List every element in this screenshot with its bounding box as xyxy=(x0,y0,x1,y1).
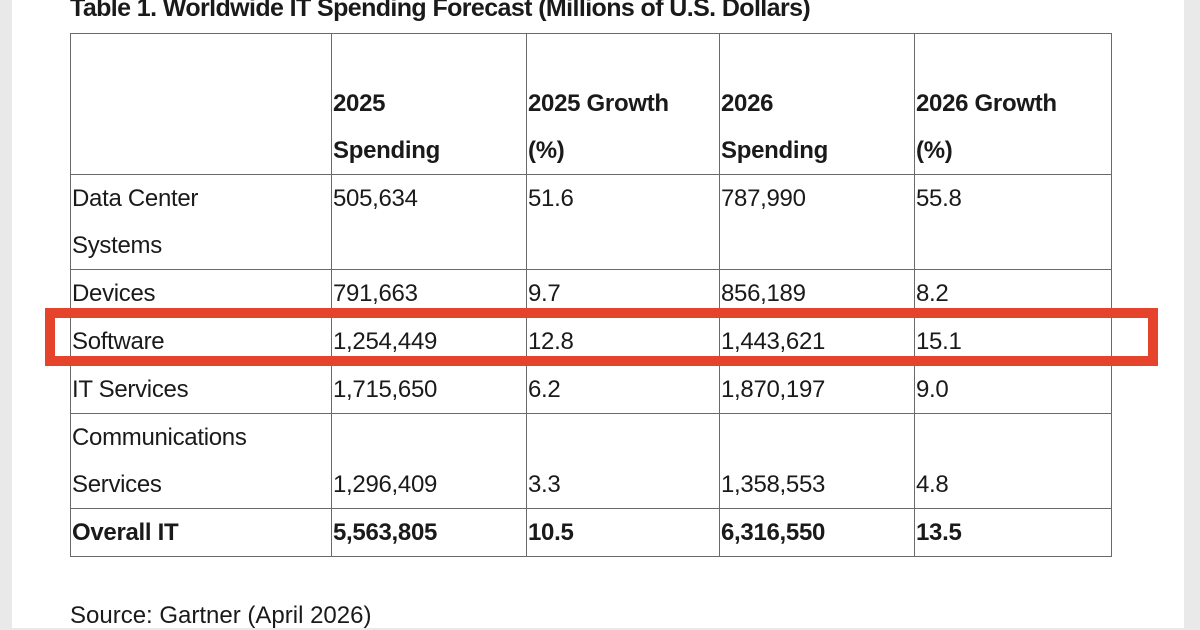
segment-cell: IT Services xyxy=(70,365,332,414)
spend-2026-cell: 6,316,550 xyxy=(719,508,915,557)
growth-2025-cell: 6.2 xyxy=(526,365,720,414)
spend-2025-cell: 505,634 xyxy=(331,174,527,270)
segment-cell: Overall IT xyxy=(70,508,332,557)
growth-2025-cell: 10.5 xyxy=(526,508,720,557)
growth-2026-cell: 13.5 xyxy=(914,508,1112,557)
segment-cell: Data Center Systems xyxy=(70,174,332,270)
table-title: Table 1. Worldwide IT Spending Forecast … xyxy=(70,0,811,22)
table-row: Communications Services 1,296,409 3.3 1,… xyxy=(70,413,1112,509)
document-page: Table 1. Worldwide IT Spending Forecast … xyxy=(12,0,1184,629)
segment-cell: Communications Services xyxy=(70,413,332,509)
table-row: Data Center Systems 505,634 51.6 787,990… xyxy=(70,174,1112,270)
table-row-total: Overall IT 5,563,805 10.5 6,316,550 13.5 xyxy=(70,508,1112,557)
header-2025-growth: 2025 Growth (%) xyxy=(526,33,720,175)
header-row: 2025 Spending 2025 Growth (%) 2026 Spending… xyxy=(70,33,1112,175)
source-note: Source: Gartner (April 2026) xyxy=(70,602,372,629)
table-row: IT Services 1,715,650 6.2 1,870,197 9.0 xyxy=(70,365,1112,414)
spend-2026-cell: 1,358,553 xyxy=(719,413,915,509)
growth-2026-cell: 9.0 xyxy=(914,365,1112,414)
header-2025-spending: 2025 Spending xyxy=(331,33,527,175)
highlight-box xyxy=(45,308,1158,366)
growth-2025-cell: 3.3 xyxy=(526,413,720,509)
growth-2026-cell: 55.8 xyxy=(914,174,1112,270)
spend-2025-cell: 5,563,805 xyxy=(331,508,527,557)
spend-2025-cell: 1,296,409 xyxy=(331,413,527,509)
spend-2026-cell: 787,990 xyxy=(719,174,915,270)
growth-2025-cell: 51.6 xyxy=(526,174,720,270)
header-2026-spending: 2026 Spending xyxy=(719,33,915,175)
spend-2025-cell: 1,715,650 xyxy=(331,365,527,414)
header-2026-growth: 2026 Growth (%) xyxy=(914,33,1112,175)
growth-2026-cell: 4.8 xyxy=(914,413,1112,509)
spend-2026-cell: 1,870,197 xyxy=(719,365,915,414)
it-spending-table: 2025 Spending 2025 Growth (%) 2026 Spending… xyxy=(70,33,1112,557)
header-cell-empty xyxy=(70,33,332,175)
